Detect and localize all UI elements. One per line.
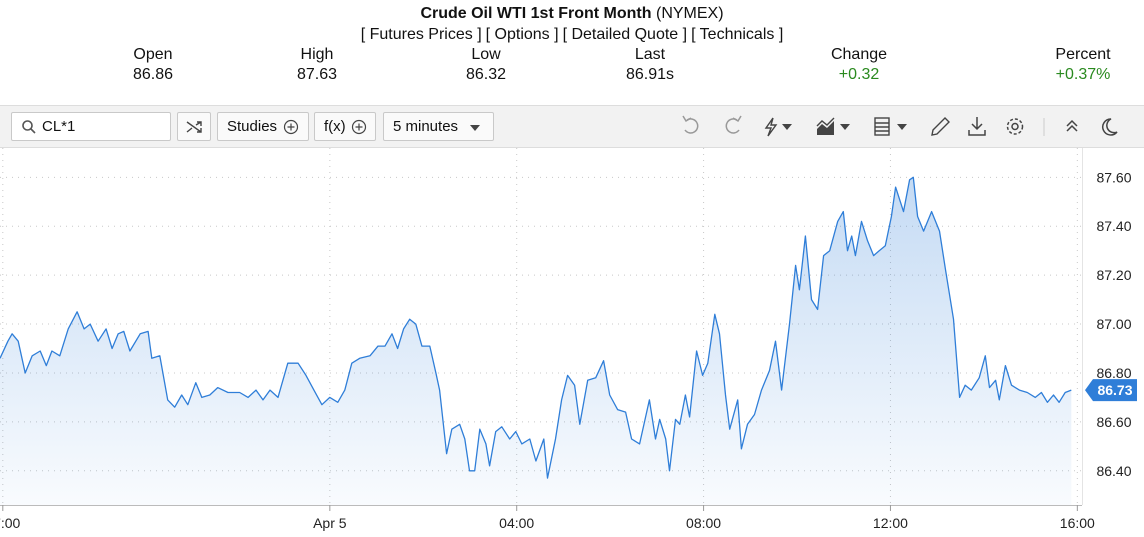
y-tick-label: 87.20 [1096, 267, 1131, 283]
quote-value: 87.63 [296, 66, 338, 83]
toolbar-icons [682, 115, 1118, 137]
undo-icon[interactable] [682, 115, 699, 134]
quote-label: Percent [1055, 46, 1111, 63]
y-tick-label: 87.40 [1096, 218, 1131, 234]
quote: High 87.63 [257, 45, 377, 85]
y-tick-label: 87.60 [1096, 169, 1131, 185]
quote: Low 86.32 [426, 45, 546, 85]
compare-button[interactable] [177, 112, 211, 141]
caret [470, 125, 480, 131]
exchange: (NYMEX) [655, 5, 724, 22]
price-line [0, 176, 1072, 479]
search-icon [22, 120, 36, 134]
header-title: Crude Oil WTI 1st Front Month (NYMEX) [0, 5, 1144, 23]
quote-label: Low [471, 46, 501, 63]
download-icon[interactable] [968, 117, 986, 136]
quote-label: Open [133, 46, 173, 63]
link[interactable]: [ Technicals ] [691, 26, 784, 43]
quote: Change +0.32 [799, 45, 919, 85]
shuffle-icon [186, 121, 202, 133]
instrument-name: Crude Oil WTI 1st Front Month [420, 5, 652, 22]
quote: Open 86.86 [93, 45, 213, 85]
last-price-tag [1085, 379, 1137, 402]
layout-icon[interactable] [874, 117, 907, 136]
quote-label: Last [634, 46, 666, 63]
x-tick-label: 04:00 [499, 515, 534, 531]
header-links: [ Futures Prices ][ Options ][ Detailed … [0, 26, 1144, 44]
interval-label: 5 minutes [393, 118, 459, 135]
quote-value: 86.86 [132, 66, 174, 83]
studies-button[interactable]: Studies [217, 112, 309, 141]
draw-icon[interactable] [931, 117, 950, 136]
y-tick-label: 86.60 [1096, 414, 1131, 430]
quote-value: 86.32 [465, 66, 507, 83]
settings-icon[interactable] [1006, 118, 1024, 135]
function-label: f(x) [324, 118, 346, 135]
toolbar: CL*1 Studies f(x) 5 minutes [0, 105, 1144, 148]
plus-icon [283, 119, 299, 135]
x-tick-label: Apr 5 [313, 515, 347, 531]
grid [0, 148, 1082, 505]
quote-value: 86.91s [625, 66, 675, 83]
interval-dropdown[interactable]: 5 minutes [383, 112, 494, 141]
quote-value: +0.32 [838, 66, 880, 83]
plus-icon [351, 119, 367, 135]
quote-value: +0.37% [1055, 66, 1111, 83]
last-price-label: 86.73 [1097, 382, 1132, 398]
y-tick-label: 86.80 [1096, 365, 1131, 381]
redo-icon[interactable] [725, 115, 742, 134]
price-area [0, 177, 1072, 506]
theme-icon[interactable] [1102, 118, 1118, 136]
link[interactable]: [ Options ] [485, 26, 559, 43]
x-tick-label: 16:00 [1060, 515, 1095, 531]
collapse-icon[interactable] [1066, 119, 1078, 132]
function-button[interactable]: f(x) [314, 112, 376, 141]
link[interactable]: [ Futures Prices ] [360, 26, 482, 43]
x-tick-label: 17:00 [0, 515, 21, 531]
quote-label: Change [830, 46, 888, 63]
events-icon[interactable] [764, 117, 792, 137]
studies-label: Studies [227, 118, 278, 135]
symbol: CL*1 [42, 118, 76, 135]
link[interactable]: [ Detailed Quote ] [562, 26, 688, 43]
quote-label: High [300, 46, 334, 63]
symbol-input[interactable]: CL*1 [11, 112, 171, 141]
quote: Last 86.91s [590, 45, 710, 85]
quote: Percent +0.37% [1023, 45, 1143, 85]
chart-type-icon[interactable] [816, 117, 850, 135]
y-tick-label: 86.40 [1096, 463, 1131, 479]
x-tick-label: 08:00 [686, 515, 721, 531]
y-tick-label: 87.00 [1096, 316, 1131, 332]
x-tick-label: 12:00 [873, 515, 908, 531]
